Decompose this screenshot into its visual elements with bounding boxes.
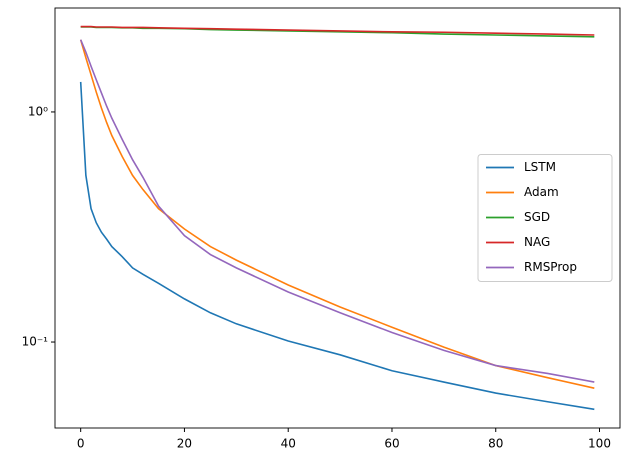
- legend-label: Adam: [524, 185, 559, 199]
- series-line: [79, 39, 595, 383]
- x-tick-label: 0: [77, 437, 85, 451]
- legend-label: NAG: [524, 235, 550, 249]
- legend-box: [477, 154, 613, 282]
- legend-label: SGD: [524, 210, 550, 224]
- y-tick-label: 10⁰: [28, 104, 48, 118]
- series-line: [79, 81, 595, 411]
- series-line: [79, 39, 595, 389]
- legend-label: RMSProp: [524, 260, 577, 274]
- x-tick-label: 60: [384, 437, 399, 451]
- legend-label: LSTM: [524, 160, 556, 174]
- y-tick-label: 10⁻¹: [22, 335, 49, 349]
- legend: LSTM Adam SGD NAG RMSProp: [477, 154, 613, 282]
- plot-frame: [54, 7, 621, 429]
- x-tick-label: 20: [177, 437, 192, 451]
- series-line: [80, 25, 595, 36]
- x-tick-label: 40: [281, 437, 296, 451]
- x-tick-label: 100: [588, 437, 611, 451]
- x-tick-label: 80: [488, 437, 503, 451]
